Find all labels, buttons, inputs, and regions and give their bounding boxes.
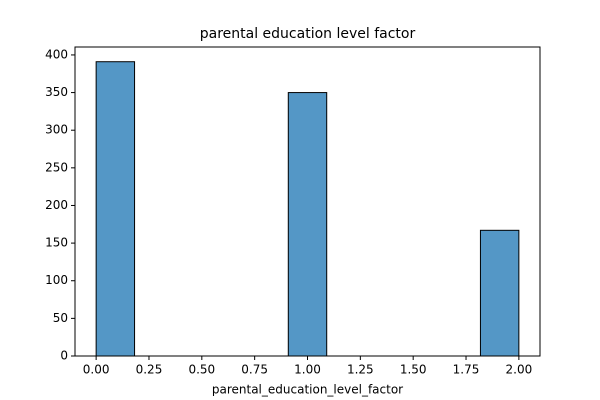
x-tick-label: 1.25	[347, 363, 374, 377]
x-tick-label: 0.50	[188, 363, 215, 377]
y-tick-label: 50	[53, 311, 68, 325]
x-tick-label: 2.00	[506, 363, 533, 377]
y-tick-label: 0	[60, 349, 68, 363]
y-tick-label: 300	[45, 123, 68, 137]
y-tick-label: 200	[45, 198, 68, 212]
bar	[287, 92, 328, 357]
y-tick-label: 100	[45, 273, 68, 287]
plot-frame	[74, 46, 541, 357]
x-tick-label: 1.75	[453, 363, 480, 377]
x-tick-label: 1.00	[294, 363, 321, 377]
x-tick-label: 0.00	[83, 363, 110, 377]
y-tick-label: 350	[45, 85, 68, 99]
chart-title: parental education level factor	[200, 26, 416, 42]
x-tick-label: 0.25	[136, 363, 163, 377]
y-tick-label: 150	[45, 236, 68, 250]
x-axis-label: parental_education_level_factor	[212, 383, 403, 397]
y-tick-label: 250	[45, 160, 68, 174]
bar	[479, 229, 520, 357]
bar	[95, 61, 136, 357]
x-tick-label: 1.50	[400, 363, 427, 377]
x-tick-label: 0.75	[241, 363, 268, 377]
y-tick-label: 400	[45, 47, 68, 61]
